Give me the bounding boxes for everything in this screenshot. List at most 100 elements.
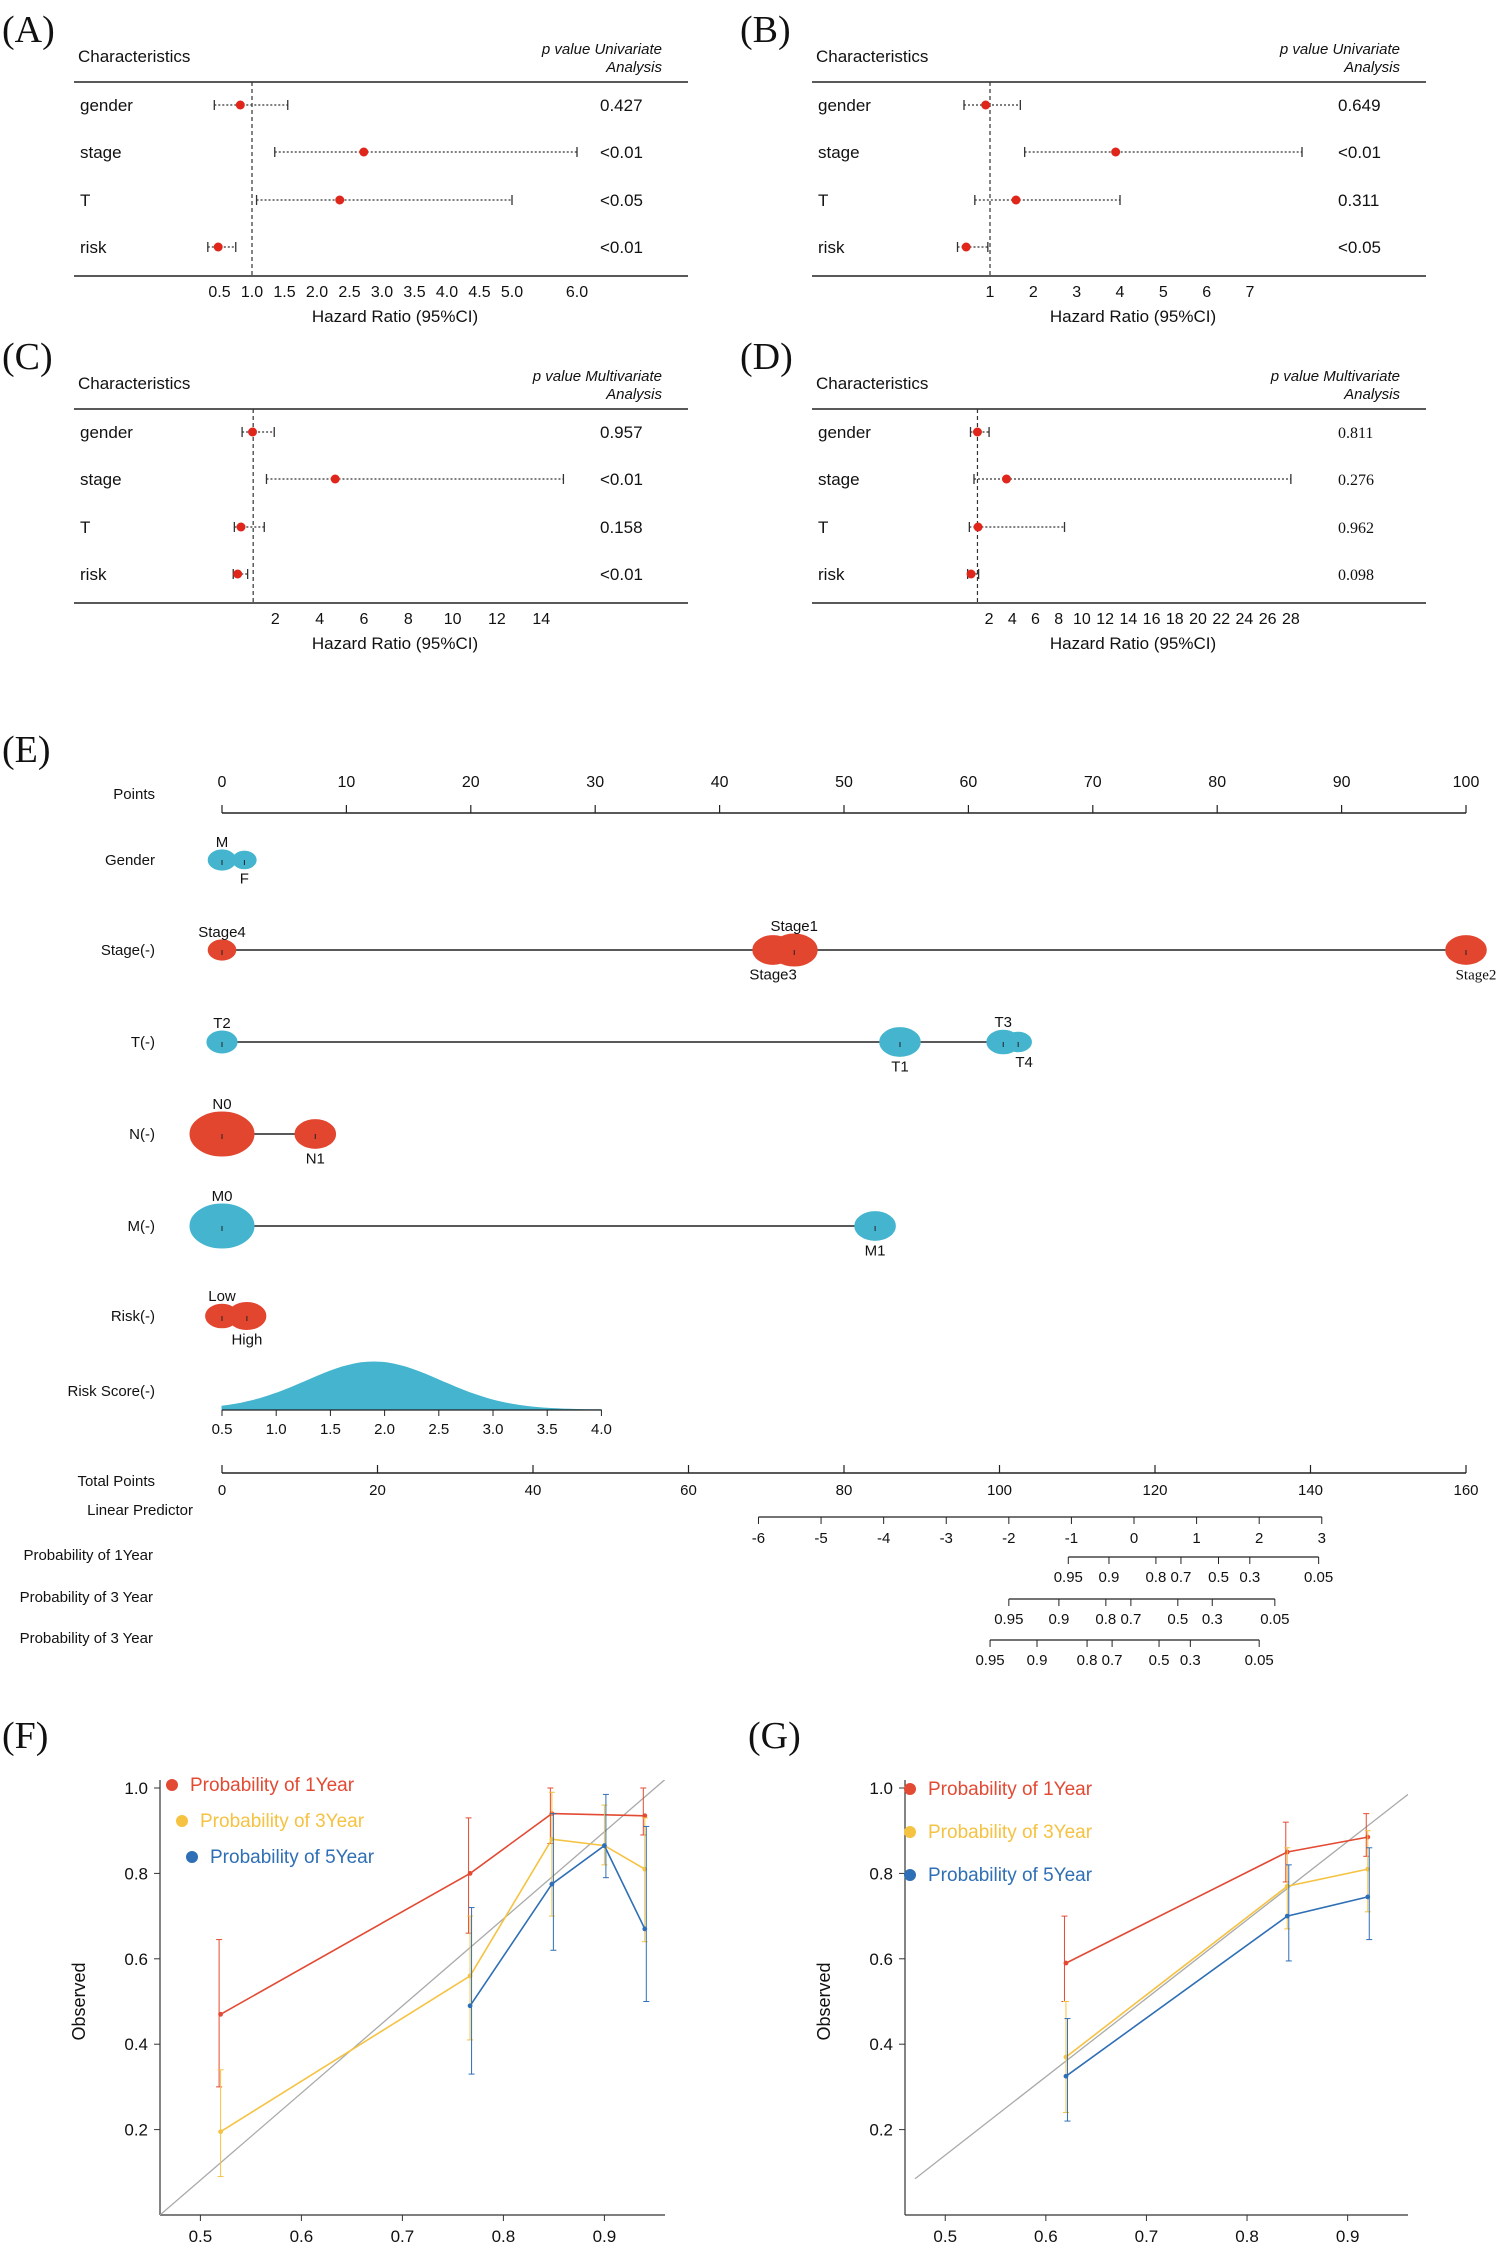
row-label: T xyxy=(818,191,828,210)
header-p-value: p value Multivariate xyxy=(532,368,662,385)
probability-tick-label: 0.3 xyxy=(1202,1611,1223,1628)
x-tick-label: 4.5 xyxy=(468,284,490,301)
x-tick-label: 1.0 xyxy=(241,284,263,301)
probability-tick-label: 0.95 xyxy=(975,1652,1004,1669)
calibration-plot-f: (F)0.20.40.60.81.00.50.60.70.80.9Nomogra… xyxy=(2,1715,665,2246)
total-points-label: Total Points xyxy=(77,1473,155,1490)
total-points-tick-label: 100 xyxy=(987,1482,1012,1499)
forest-plot-b: (B) Characteristics p value UnivariateAnal… xyxy=(740,9,1426,326)
risk-score-label: Risk Score(-) xyxy=(67,1383,155,1400)
risk-score-tick-label: 0.5 xyxy=(212,1421,233,1438)
points-tick-label: 90 xyxy=(1333,774,1351,791)
y-axis-label: Observed xyxy=(69,1962,89,2040)
header-p-value: p value Univariate xyxy=(541,41,662,58)
row-label: stage xyxy=(818,470,860,489)
points-tick-label: 10 xyxy=(338,774,356,791)
hr-point xyxy=(966,569,976,579)
legend-marker xyxy=(904,1783,916,1795)
linear-predictor-tick-label: -1 xyxy=(1065,1530,1078,1547)
variable-label: T(-) xyxy=(131,1034,155,1051)
y-tick-label: 0.8 xyxy=(869,1864,893,1883)
points-tick-label: 60 xyxy=(960,774,978,791)
row-label: stage xyxy=(80,143,122,162)
calibration-plot-g: (G)0.20.40.60.81.00.50.60.70.80.9Nomogra… xyxy=(748,1715,1408,2246)
p-value: 0.427 xyxy=(600,96,643,115)
p-value: 0.811 xyxy=(1338,425,1373,442)
p-value: 0.311 xyxy=(1338,191,1379,210)
level-label: N1 xyxy=(306,1150,325,1167)
linear-predictor-tick-label: 1 xyxy=(1192,1530,1200,1547)
plot-area xyxy=(914,1793,1408,2180)
row-label: risk xyxy=(818,565,845,584)
panel-label: (A) xyxy=(2,9,55,51)
linear-predictor-tick-label: -3 xyxy=(940,1530,953,1547)
header-analysis: Analysis xyxy=(1343,59,1400,76)
x-tick-label: 2 xyxy=(271,611,280,628)
points-tick-label: 20 xyxy=(462,774,480,791)
legend-marker xyxy=(176,1815,188,1827)
risk-score-tick-label: 3.5 xyxy=(537,1421,558,1438)
total-points-tick-label: 80 xyxy=(836,1482,853,1499)
hr-point xyxy=(233,569,243,579)
x-tick-label: 12 xyxy=(488,611,506,628)
panel-label: (G) xyxy=(748,1715,801,1757)
linear-predictor-tick-label: -4 xyxy=(877,1530,890,1547)
variable-label: M(-) xyxy=(128,1218,155,1235)
series-point xyxy=(642,1926,648,1932)
hr-point xyxy=(330,474,340,484)
x-tick-label: 0.5 xyxy=(208,284,230,301)
level-label: High xyxy=(231,1332,262,1349)
level-label: F xyxy=(240,871,249,888)
x-tick-label: 3 xyxy=(1072,284,1081,301)
row-label: risk xyxy=(818,238,845,257)
series-line xyxy=(1065,1868,1368,2058)
panel-label: (B) xyxy=(740,9,791,51)
x-tick-label: 22 xyxy=(1212,611,1230,628)
points-tick-label: 70 xyxy=(1084,774,1102,791)
level-label: Low xyxy=(208,1288,236,1305)
probability-tick-label: 0.5 xyxy=(1167,1611,1188,1628)
p-value: 0.276 xyxy=(1338,472,1374,489)
legend-marker xyxy=(186,1851,198,1863)
row-label: risk xyxy=(80,238,107,257)
hr-point xyxy=(236,522,246,532)
hr-point xyxy=(359,147,369,157)
level-label: T1 xyxy=(891,1058,909,1075)
x-tick-label: 0.5 xyxy=(189,2227,213,2246)
total-points-tick-label: 160 xyxy=(1453,1482,1478,1499)
series-line xyxy=(220,1838,646,2133)
x-axis-label: Hazard Ratio (95%CI) xyxy=(312,307,478,326)
hr-point xyxy=(1111,147,1121,157)
x-tick-label: 0.9 xyxy=(1336,2227,1360,2246)
header-characteristics: Characteristics xyxy=(78,47,190,66)
hr-point xyxy=(981,100,991,110)
x-tick-label: 2 xyxy=(1029,284,1038,301)
linear-predictor-tick-label: -2 xyxy=(1002,1530,1015,1547)
hr-point xyxy=(972,427,982,437)
probability-tick-label: 0.5 xyxy=(1149,1652,1170,1669)
x-tick-label: 0.8 xyxy=(1235,2227,1259,2246)
risk-score-tick-label: 1.0 xyxy=(266,1421,287,1438)
x-tick-label: 18 xyxy=(1166,611,1184,628)
variable-label: Stage(-) xyxy=(101,942,155,959)
level-label: M xyxy=(216,834,229,851)
linear-predictor-tick-label: 2 xyxy=(1255,1530,1263,1547)
hr-point xyxy=(335,195,345,205)
series-point xyxy=(549,1881,555,1887)
risk-score-tick-label: 2.5 xyxy=(428,1421,449,1438)
p-value: 0.957 xyxy=(600,423,643,442)
x-tick-label: 14 xyxy=(1119,611,1137,628)
points-tick-label: 50 xyxy=(835,774,853,791)
x-tick-label: 1 xyxy=(986,284,995,301)
x-tick-label: 8 xyxy=(1054,611,1063,628)
x-tick-label: 4 xyxy=(1008,611,1017,628)
linear-predictor-label: Linear Predictor xyxy=(87,1502,193,1519)
legend-marker xyxy=(904,1826,916,1838)
probability-tick-label: 0.8 xyxy=(1145,1569,1166,1586)
series-point xyxy=(467,1871,473,1876)
linear-predictor-tick-label: 3 xyxy=(1318,1530,1326,1547)
total-points-tick-label: 60 xyxy=(680,1482,697,1499)
probability-label: Probability of 1Year xyxy=(23,1547,153,1564)
plot-area xyxy=(160,1780,665,2215)
